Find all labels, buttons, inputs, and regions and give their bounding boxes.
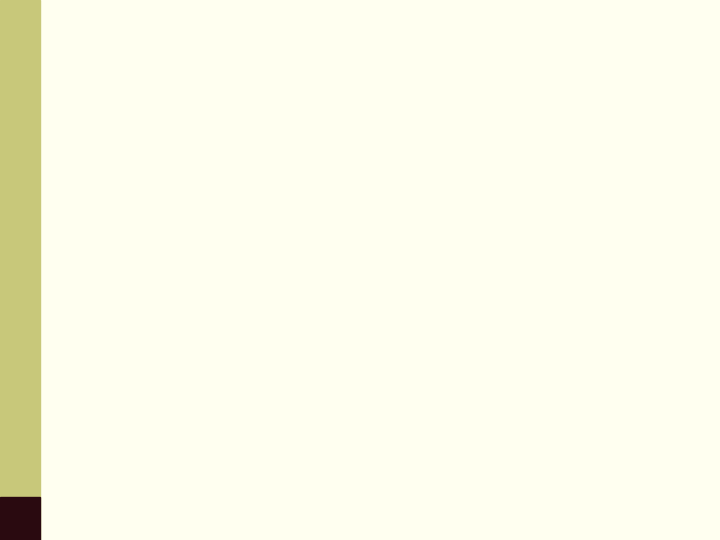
Text: This causes a partial negative charge on an atom and
a compensating partial posi: This causes a partial negative charge on… [83,273,608,343]
Bar [47,381,58,389]
Text: 14: 14 [691,516,706,526]
Text: McMurry Organic Chemistry 6th edition Chapter 5
(c) 2003: McMurry Organic Chemistry 6th edition Ch… [221,503,499,526]
Text: 5.4 Polar Reactions and How They: 5.4 Polar Reactions and How They [50,22,720,56]
Bar [47,267,58,275]
Text: Occur: Occur [50,113,171,147]
Text: Molecules can contain local unsymmetrical electron
distributions due to differen: Molecules can contain local unsymmetrica… [83,165,600,210]
Text: The more electronegative atom has the greater
electron density: The more electronegative atom has the gr… [83,386,548,431]
Bar [598,137,720,149]
Bar [47,159,58,167]
